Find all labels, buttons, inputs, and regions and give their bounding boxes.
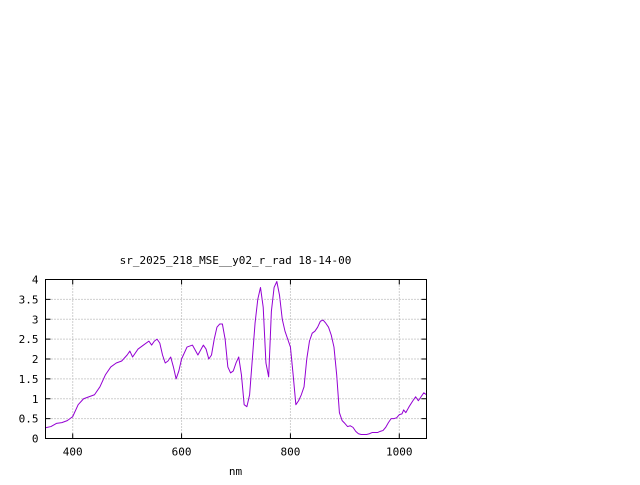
y-tick-label: 0 (32, 433, 39, 446)
x-tick-labels: 400 600 800 1000 (63, 446, 413, 459)
y-tick-label: 4 (32, 274, 39, 287)
series-line (45, 280, 427, 436)
x-tick-label: 1000 (386, 446, 413, 459)
y-tick-label: 2 (32, 353, 39, 366)
x-tick-label: 600 (172, 446, 192, 459)
series-layer (45, 280, 427, 436)
y-tick-label: 3.5 (19, 293, 39, 306)
x-axis-label: nm (229, 465, 243, 478)
x-tick-label: 400 (63, 446, 83, 459)
y-tick-label: 3 (32, 313, 39, 326)
axis-ticks (45, 279, 427, 439)
x-tick-label: 800 (280, 446, 300, 459)
y-tick-label: 2.5 (19, 333, 39, 346)
y-tick-label: 0.5 (19, 413, 39, 426)
y-tick-labels: 0 0.5 1 1.5 2 2.5 3 3.5 4 (19, 274, 39, 446)
grid-lines (45, 279, 427, 439)
y-tick-label: 1 (32, 393, 39, 406)
y-tick-label: 1.5 (19, 373, 39, 386)
chart-title: sr_2025_218_MSE__y02_r_rad 18-14-00 (120, 254, 352, 267)
